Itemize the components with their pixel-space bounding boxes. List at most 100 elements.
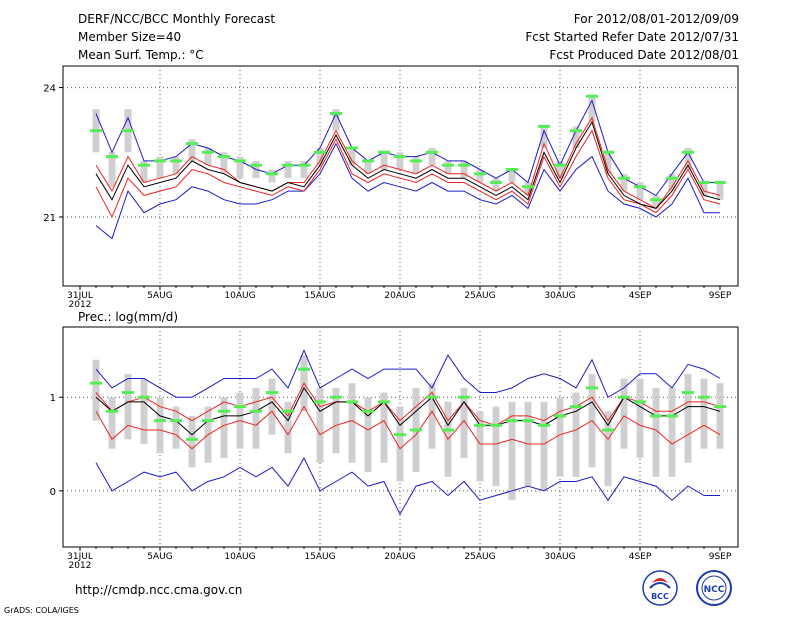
spread-box [108, 397, 116, 449]
spread-box [556, 160, 564, 179]
spread-box [572, 392, 580, 477]
median-line [95, 120, 721, 209]
mean-marker [698, 180, 710, 184]
mean-marker [122, 129, 134, 133]
mean-marker [522, 185, 534, 189]
mean-marker [330, 395, 342, 399]
spread-box [460, 160, 468, 179]
mean-marker [442, 428, 454, 432]
bcc-logo-text: BCC [651, 592, 669, 601]
mean-marker [314, 150, 326, 154]
x-tick-label: 25AUG [464, 291, 495, 301]
mean-marker [378, 400, 390, 404]
mean-marker [426, 150, 438, 154]
spread-box [156, 156, 164, 179]
mean-marker [634, 185, 646, 189]
mean-marker [154, 419, 166, 423]
forecast-period-label: For 2012/08/01-2012/09/09 [573, 12, 739, 26]
mean-marker [330, 111, 342, 115]
source-url[interactable]: http://cmdp.ncc.cma.gov.cn [75, 583, 243, 597]
spread-box [108, 152, 116, 187]
mean-marker [202, 150, 214, 154]
mean-marker [458, 395, 470, 399]
spread-box [236, 156, 244, 179]
x-tick-sublabel: 2012 [69, 300, 92, 310]
spread-box [140, 378, 148, 445]
produced-date-label: Fcst Produced Date 2012/08/01 [549, 48, 739, 62]
mean-marker [682, 391, 694, 395]
start-date-label: Fcst Started Refer Date 2012/07/31 [525, 30, 739, 44]
spread-box [172, 156, 180, 174]
spread-box [444, 160, 452, 174]
spread-box [540, 126, 548, 148]
mean-marker [90, 381, 102, 385]
min-line [95, 457, 720, 516]
median-line [95, 386, 721, 436]
mean-marker [234, 159, 246, 163]
precip-panel-title: Prec.: log(mm/d) [78, 310, 178, 324]
mean-marker [362, 159, 374, 163]
mean-marker [618, 395, 630, 399]
spread-box [316, 387, 324, 463]
upper-quartile-line [95, 116, 721, 210]
grads-credit: GrADS: COLA/IGES [4, 606, 79, 615]
x-tick-label: 15AUG [304, 552, 335, 562]
x-tick-label: 20AUG [384, 291, 415, 301]
mean-marker [474, 172, 486, 176]
spread-box [188, 415, 196, 468]
ncc-logo: NCC [696, 570, 732, 606]
x-tick-label: 30AUG [544, 552, 575, 562]
spread-box [636, 182, 644, 200]
spread-box [700, 182, 708, 196]
upper-quartile-line [95, 382, 721, 426]
spread-box [572, 126, 580, 148]
spread-box [508, 169, 516, 183]
spread-box [412, 156, 420, 174]
spread-box [300, 160, 308, 179]
spread-box [540, 401, 548, 491]
spread-box [556, 397, 564, 477]
mean-marker [442, 163, 454, 167]
x-tick-label: 15AUG [304, 291, 335, 301]
x-tick-label: 10AUG [224, 291, 255, 301]
mean-marker [666, 414, 678, 418]
mean-marker [506, 168, 518, 172]
spread-box [188, 139, 196, 161]
spread-box [332, 109, 340, 131]
agency-logos: BCC NCC [642, 570, 732, 606]
variable-label: Mean Surf. Temp.: °C [78, 48, 204, 62]
spread-box [636, 378, 644, 459]
spread-box [316, 147, 324, 166]
spread-box [588, 96, 596, 123]
mean-marker [490, 423, 502, 427]
spread-box [364, 397, 372, 473]
mean-marker [282, 409, 294, 413]
spread-box [364, 160, 372, 174]
spread-box [716, 383, 724, 449]
spread-box [268, 378, 276, 435]
mean-marker [410, 428, 422, 432]
mean-marker [586, 94, 598, 98]
x-tick-label: 4SEP [629, 291, 652, 301]
mean-marker [138, 395, 150, 399]
mean-marker [586, 386, 598, 390]
x-tick-label: 10AUG [224, 552, 255, 562]
mean-marker [554, 163, 566, 167]
x-tick-label: 25AUG [464, 552, 495, 562]
spread-box [204, 147, 212, 166]
x-tick-label: 31JUL [67, 552, 93, 562]
spread-box [668, 387, 676, 477]
spread-box [396, 152, 404, 170]
mean-marker [106, 155, 118, 159]
x-tick-label: 5AUG [147, 291, 172, 301]
spread-box [492, 406, 500, 487]
spread-box [428, 383, 436, 449]
spread-box [332, 387, 340, 454]
mean-marker [650, 414, 662, 418]
spread-box [124, 373, 132, 440]
spread-box [380, 152, 388, 170]
ncc-logo-text: NCC [704, 585, 725, 595]
